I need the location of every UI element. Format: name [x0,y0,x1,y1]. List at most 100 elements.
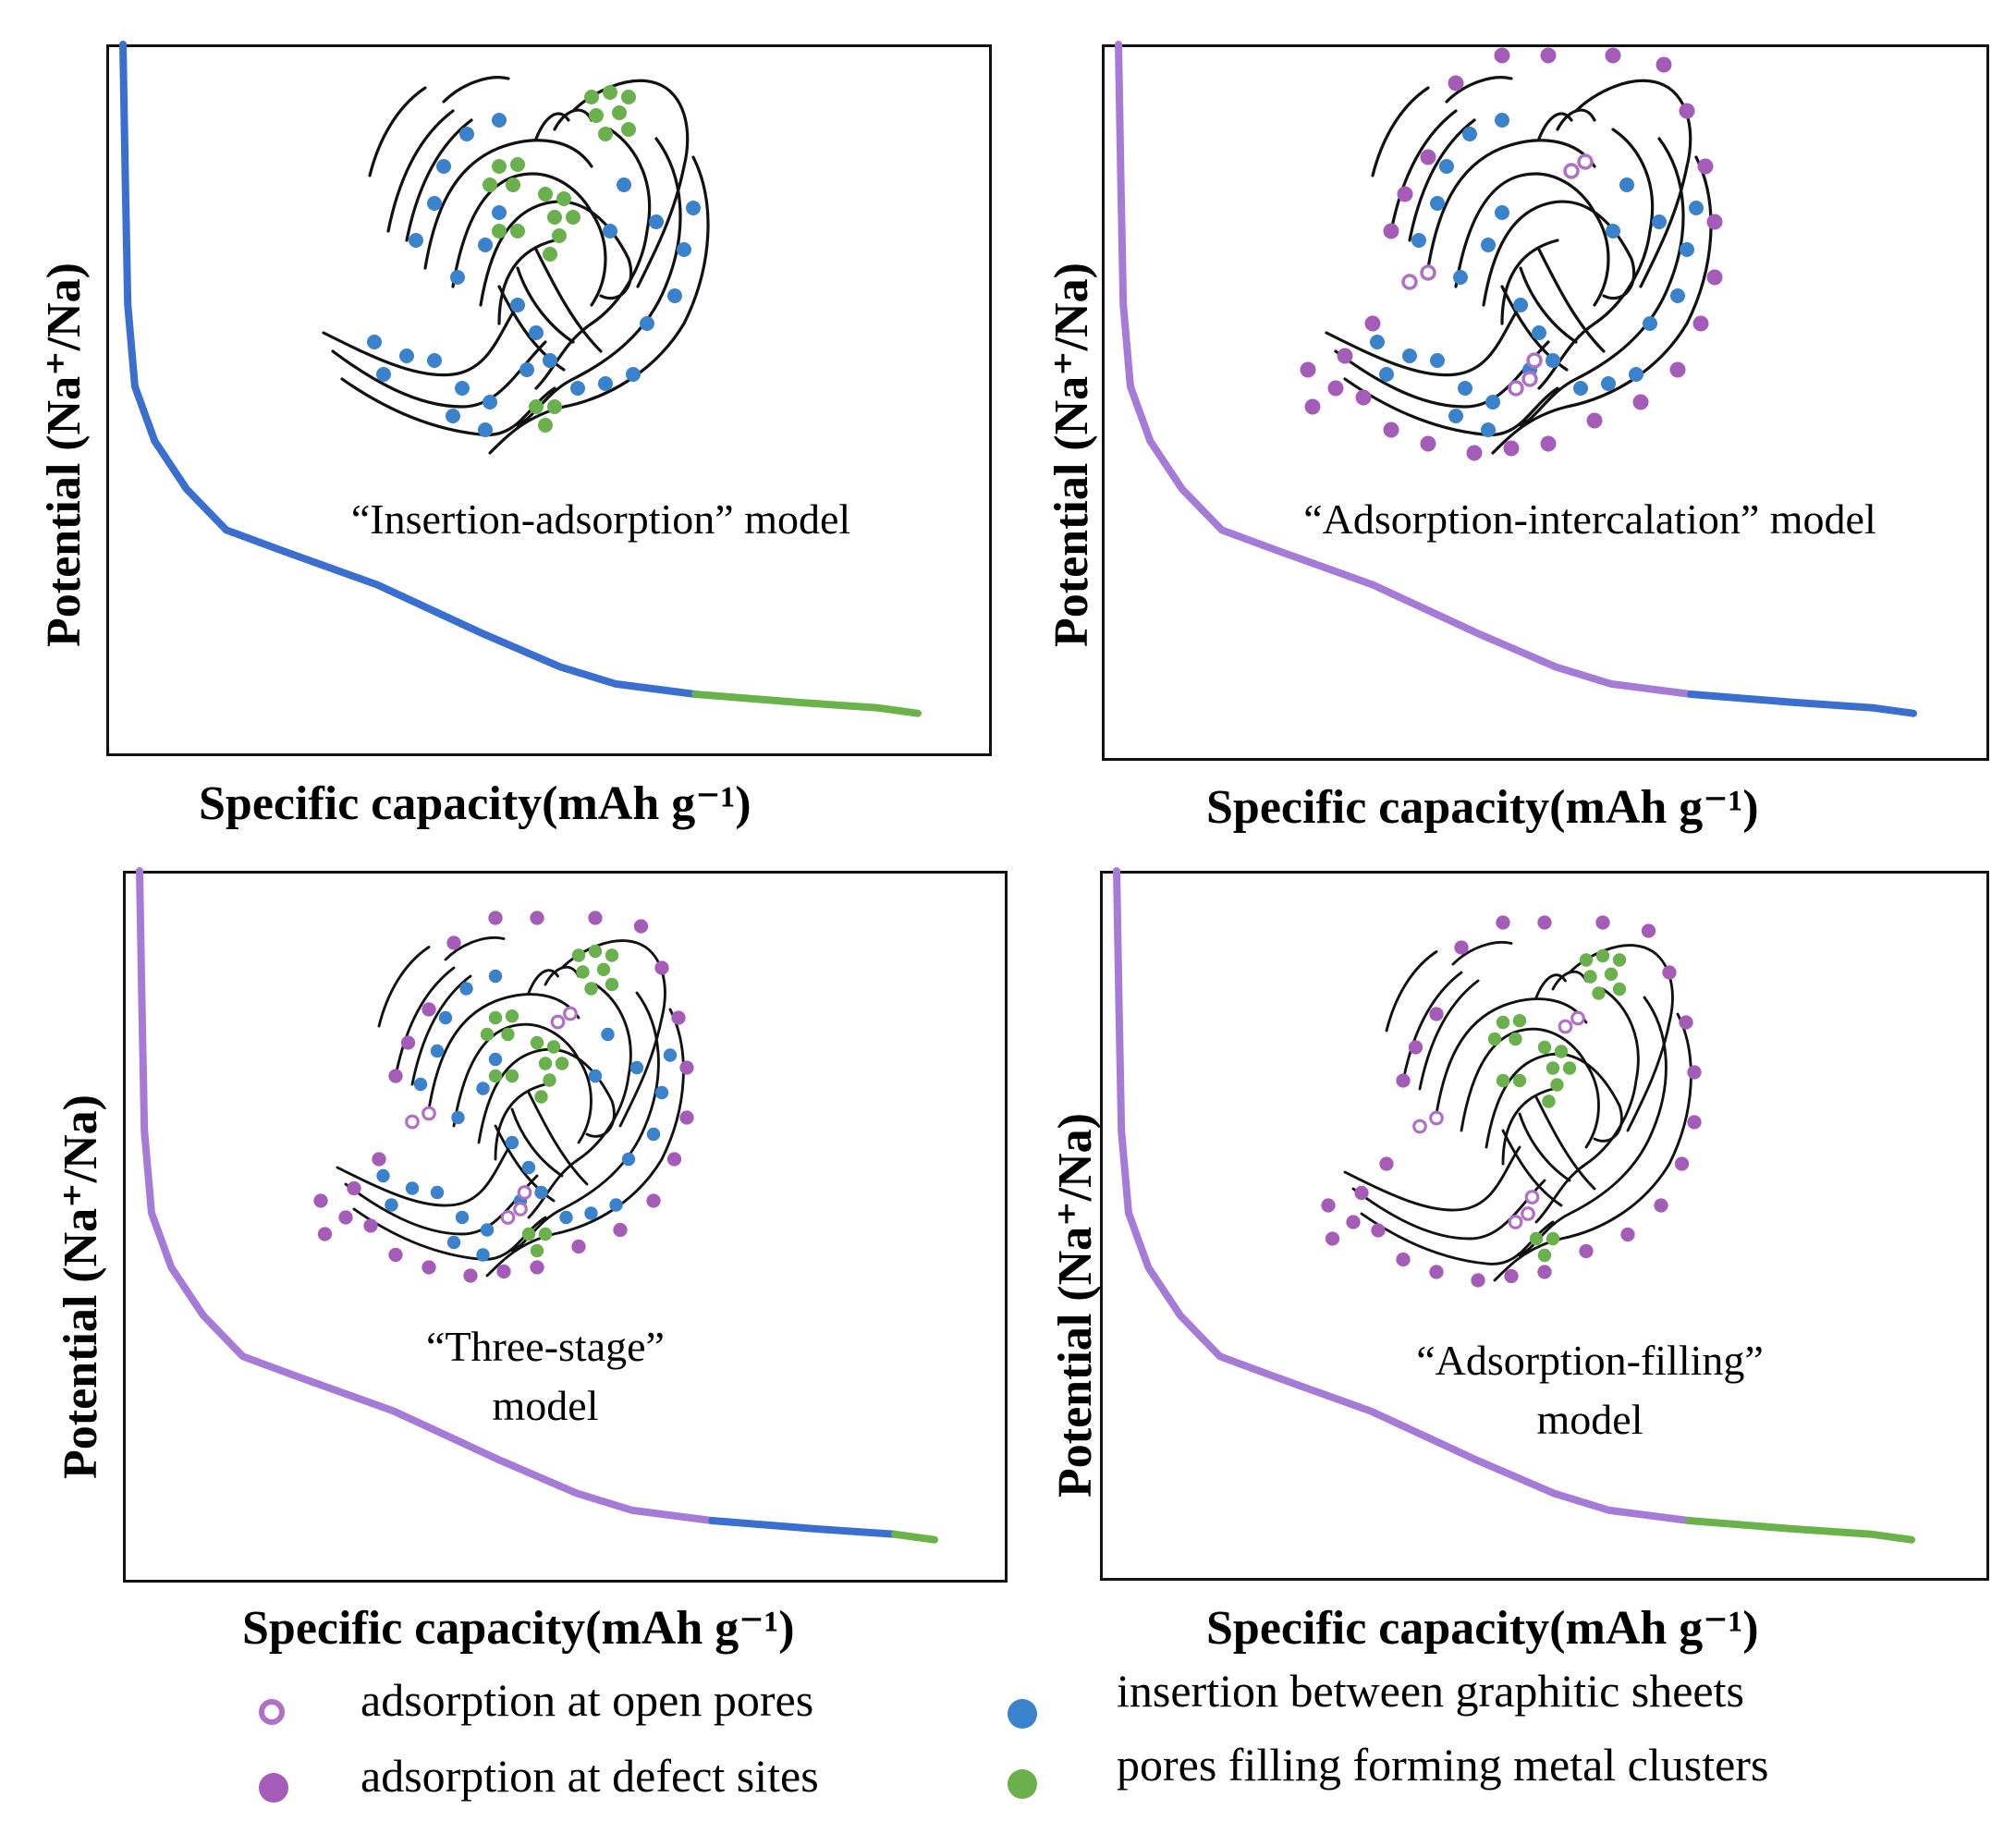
y-axis-label: Potential (Na⁺/Na) [55,1094,107,1479]
defect-site-dot [646,1193,661,1208]
graphitic-sheet [336,1141,514,1207]
insertion-site-dot [1670,288,1685,303]
insertion-site-dot [455,1210,470,1225]
metal-cluster-dot [538,418,553,433]
metal-cluster-dot [588,944,603,959]
graphitic-sheet [1556,108,1596,131]
metal-cluster-dot [492,224,507,238]
graphitic-sheet [527,1091,589,1186]
graphitic-sheet [1518,996,1668,1257]
metal-cluster-dot [530,1243,544,1258]
defect-site-dot [1679,1015,1693,1030]
defect-site-dot [1300,361,1316,378]
insertion-site-dot [1430,196,1445,211]
open-pore-ring [517,1185,532,1200]
insertion-site-dot [430,1044,445,1058]
graphitic-sheet [1518,1112,1571,1182]
defect-site-dot [1325,1231,1340,1246]
graphitic-sheet [451,172,593,288]
graphitic-sheet [1537,248,1606,353]
defect-site-dot [1605,47,1621,64]
metal-cluster-dot [488,1010,503,1025]
metal-cluster-dot [1604,967,1619,981]
y-axis-label: Potential (Na⁺/Na) [1049,1113,1102,1498]
metal-cluster-dot [543,247,557,262]
curve-segment-green [691,691,922,717]
defect-site-dot [1379,1156,1394,1171]
graphitic-sheet [1389,109,1458,233]
plot-frame [106,44,992,756]
model-caption: “Insertion-adsorption” model [305,490,897,549]
defect-site-dot [1371,1223,1386,1238]
x-axis-label: Specific capacity(mAh g⁻¹) [1206,781,1759,834]
open-pore-ring [1558,1019,1573,1034]
defect-site-dot [1662,965,1677,980]
defect-site-dot [1429,1265,1444,1279]
y-axis-label: Potential (Na⁺/Na) [38,263,91,647]
caption-line-1: “Adsorption-filling” [1416,1337,1764,1384]
graphitic-sheet [488,155,710,455]
defect-site-dot [1632,394,1649,410]
open-pore-ring [1508,380,1524,397]
insertion-site-dot [1652,214,1667,229]
insertion-site-dot [1532,325,1546,340]
metal-cluster-dot [1529,1231,1544,1246]
insertion-site-dot [1485,395,1500,410]
open-pore-ring [1420,264,1436,281]
graphitic-sheet [377,946,431,1028]
defect-site-dot [679,1060,694,1075]
defect-site-dot [1408,1040,1423,1055]
defect-site-dot [1420,149,1436,165]
insertion-site-dot [640,316,654,331]
metal-cluster-dot [584,982,598,996]
insertion-site-dot [649,214,664,229]
open-circle-icon [259,1699,285,1725]
insertion-site-dot [483,395,497,410]
insertion-site-dot [1430,353,1445,368]
insertion-site-dot [667,288,682,303]
insertion-site-dot [617,177,631,192]
defect-site-dot [1674,1156,1690,1171]
metal-cluster-dot [505,1069,519,1083]
insertion-site-dot [663,1048,678,1062]
curve-segment-purple [1113,867,1693,1524]
insertion-site-dot [446,1235,461,1250]
insertion-site-dot [1379,367,1394,382]
defect-site-dot [1304,398,1321,415]
curve-segment-blue [708,1517,898,1538]
insertion-site-dot [1462,127,1477,141]
defect-site-dot [1448,75,1464,92]
metal-cluster-dot [605,977,619,992]
open-pore-ring [1521,371,1538,387]
defect-site-dot [1397,186,1413,202]
insertion-site-dot [505,1135,519,1150]
insertion-site-dot [534,1185,548,1200]
graphitic-sheet [427,993,580,1111]
graphitic-sheet [534,128,652,390]
graphitic-sheet [560,939,666,1128]
defect-site-dot [1692,315,1709,332]
defect-site-dot [363,1218,378,1233]
potential-curve [119,41,922,717]
defect-site-dot [666,1152,682,1167]
graphitic-sheet [1351,1179,1546,1241]
insertion-site-dot [459,127,474,141]
metal-cluster-dot [530,1035,544,1050]
graphitic-sheet [394,966,456,1078]
graphitic-sheet [1401,971,1463,1082]
defect-site-dot [1355,389,1372,406]
insertion-site-dot [409,233,423,248]
defect-site-dot [571,1239,586,1254]
model-caption: “Adsorption-filling” model [1340,1331,1839,1449]
defect-site-dot [1354,1185,1369,1201]
schematic-group [313,911,694,1283]
x-axis-label: Specific capacity(mAh g⁻¹) [199,777,751,830]
insertion-site-dot [677,242,691,257]
y-axis-label: Potential (Na⁺/Na) [1045,263,1098,647]
defect-site-dot [1429,1007,1444,1021]
insertion-site-dot [413,1077,428,1092]
insertion-site-dot [1680,242,1694,257]
defect-site-dot [1471,1273,1485,1288]
insertion-site-dot [646,1127,661,1142]
insertion-site-dot [559,1210,573,1225]
